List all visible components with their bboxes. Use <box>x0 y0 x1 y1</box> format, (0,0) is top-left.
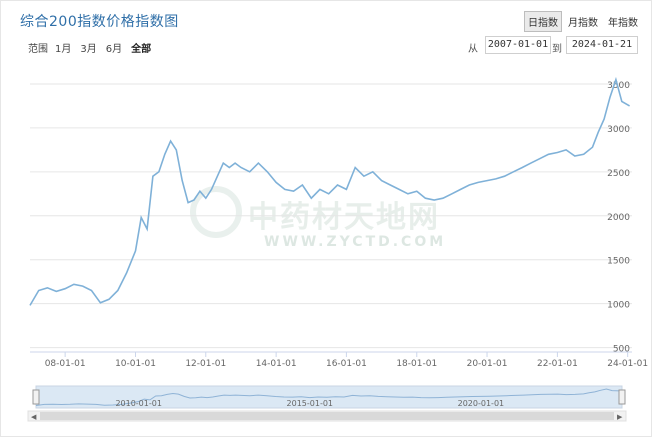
navigator-tick-label: 2010-01-01 <box>115 399 162 408</box>
date-to-input[interactable] <box>566 36 638 54</box>
x-tick-label: 16-01-01 <box>326 359 367 369</box>
chart-title: 综合200指数价格指数图 <box>20 14 179 30</box>
date-to-label: 到 <box>552 44 562 55</box>
date-from-input[interactable] <box>485 36 551 54</box>
x-tick-label: 18-01-01 <box>396 359 437 369</box>
tab-daily-index[interactable]: 日指数 <box>524 11 562 32</box>
series-line <box>29 76 630 306</box>
date-from-label: 从 <box>468 44 478 55</box>
tab-yearly-index[interactable]: 年指数 <box>608 18 638 29</box>
range-label: 范围 <box>28 44 48 55</box>
navigator-tick-label: 2015-01-01 <box>287 399 334 408</box>
y-tick-label: 3500 <box>607 81 630 91</box>
tab-monthly-index[interactable]: 月指数 <box>568 18 598 29</box>
navigator-left-handle[interactable] <box>32 389 40 405</box>
navigator-right-handle[interactable] <box>618 389 626 405</box>
x-tick-label: 20-01-01 <box>467 359 508 369</box>
period-tabs: 日指数 月指数 年指数 <box>524 11 642 32</box>
x-tick-label: 22-01-01 <box>537 359 578 369</box>
scroll-right-arrow-icon[interactable]: ▶ <box>617 413 623 421</box>
zoom-3m-button[interactable]: 3月 <box>80 44 97 55</box>
x-tick-label: 14-01-01 <box>256 359 297 369</box>
zoom-6m-button[interactable]: 6月 <box>105 44 123 55</box>
zoom-buttons: 1月 3月 6月 全部 <box>55 40 151 55</box>
x-tick-label: 08-01-01 <box>45 359 86 369</box>
zoom-1m-button[interactable]: 1月 <box>55 44 72 55</box>
x-tick-label: 12-01-01 <box>185 359 226 369</box>
navigator-series <box>35 388 620 406</box>
y-tick-label: 1500 <box>607 257 630 267</box>
x-tick-label: 10-01-01 <box>115 359 156 369</box>
scroll-left-arrow-icon[interactable]: ◀ <box>31 413 37 421</box>
scrollbar-thumb[interactable] <box>40 412 614 420</box>
watermark-en: WWW.ZYCTD.COM <box>264 234 447 250</box>
navigator-tick-label: 2020-01-01 <box>458 399 505 408</box>
y-tick-label: 3000 <box>607 125 630 135</box>
zoom-all-button[interactable]: 全部 <box>131 44 152 55</box>
y-tick-label: 1000 <box>607 301 630 311</box>
watermark-logo-icon <box>190 186 242 238</box>
y-tick-label: 2000 <box>607 213 630 223</box>
y-tick-label: 2500 <box>607 169 630 179</box>
watermark-cn: 中药材天地网 <box>248 200 440 235</box>
x-tick-label: 24-01-01 <box>607 359 648 369</box>
y-tick-label: 500 <box>613 345 630 355</box>
